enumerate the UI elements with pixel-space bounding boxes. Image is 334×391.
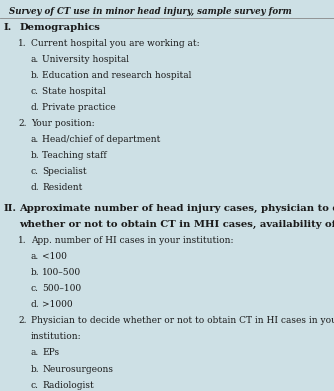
Text: Neurosurgeons: Neurosurgeons [42,364,113,373]
Text: I.: I. [3,23,12,32]
Text: 1.: 1. [18,236,27,245]
Text: 500–100: 500–100 [42,284,81,293]
Text: Demographics: Demographics [19,23,100,32]
Text: >1000: >1000 [42,300,73,309]
Text: Education and research hospital: Education and research hospital [42,71,191,80]
Text: App. number of HI cases in your institution:: App. number of HI cases in your institut… [31,236,233,245]
Text: whether or not to obtain CT in MHI cases, availability of CT: whether or not to obtain CT in MHI cases… [19,220,334,229]
Text: Survey of CT use in minor head injury, sample survey form: Survey of CT use in minor head injury, s… [9,7,292,16]
Text: State hospital: State hospital [42,87,106,96]
Text: d.: d. [31,300,39,309]
Text: institution:: institution: [31,332,81,341]
Text: 1.: 1. [18,39,27,48]
Text: b.: b. [31,151,39,160]
Text: b.: b. [31,268,39,277]
Text: b.: b. [31,71,39,80]
Text: b.: b. [31,364,39,373]
Text: c.: c. [31,87,39,96]
Text: 2.: 2. [18,316,27,325]
Text: c.: c. [31,380,39,389]
Text: Specialist: Specialist [42,167,87,176]
Text: a.: a. [31,135,39,144]
Text: Physician to decide whether or not to obtain CT in HI cases in your: Physician to decide whether or not to ob… [31,316,334,325]
Text: University hospital: University hospital [42,55,129,64]
Text: Approximate number of head injury cases, physician to decide: Approximate number of head injury cases,… [19,204,334,213]
Text: II.: II. [3,204,16,213]
Text: Teaching staff: Teaching staff [42,151,107,160]
Text: Head/chief of department: Head/chief of department [42,135,160,144]
Text: Private practice: Private practice [42,103,116,112]
Text: Resident: Resident [42,183,82,192]
Text: d.: d. [31,103,39,112]
Text: 100–500: 100–500 [42,268,81,277]
Text: a.: a. [31,348,39,357]
Text: Radiologist: Radiologist [42,380,94,389]
Text: d.: d. [31,183,39,192]
Text: a.: a. [31,55,39,64]
Text: a.: a. [31,252,39,261]
Text: c.: c. [31,284,39,293]
Text: Your position:: Your position: [31,119,94,128]
Text: 2.: 2. [18,119,27,128]
Text: <100: <100 [42,252,67,261]
Text: EPs: EPs [42,348,59,357]
Text: c.: c. [31,167,39,176]
Text: Current hospital you are working at:: Current hospital you are working at: [31,39,199,48]
